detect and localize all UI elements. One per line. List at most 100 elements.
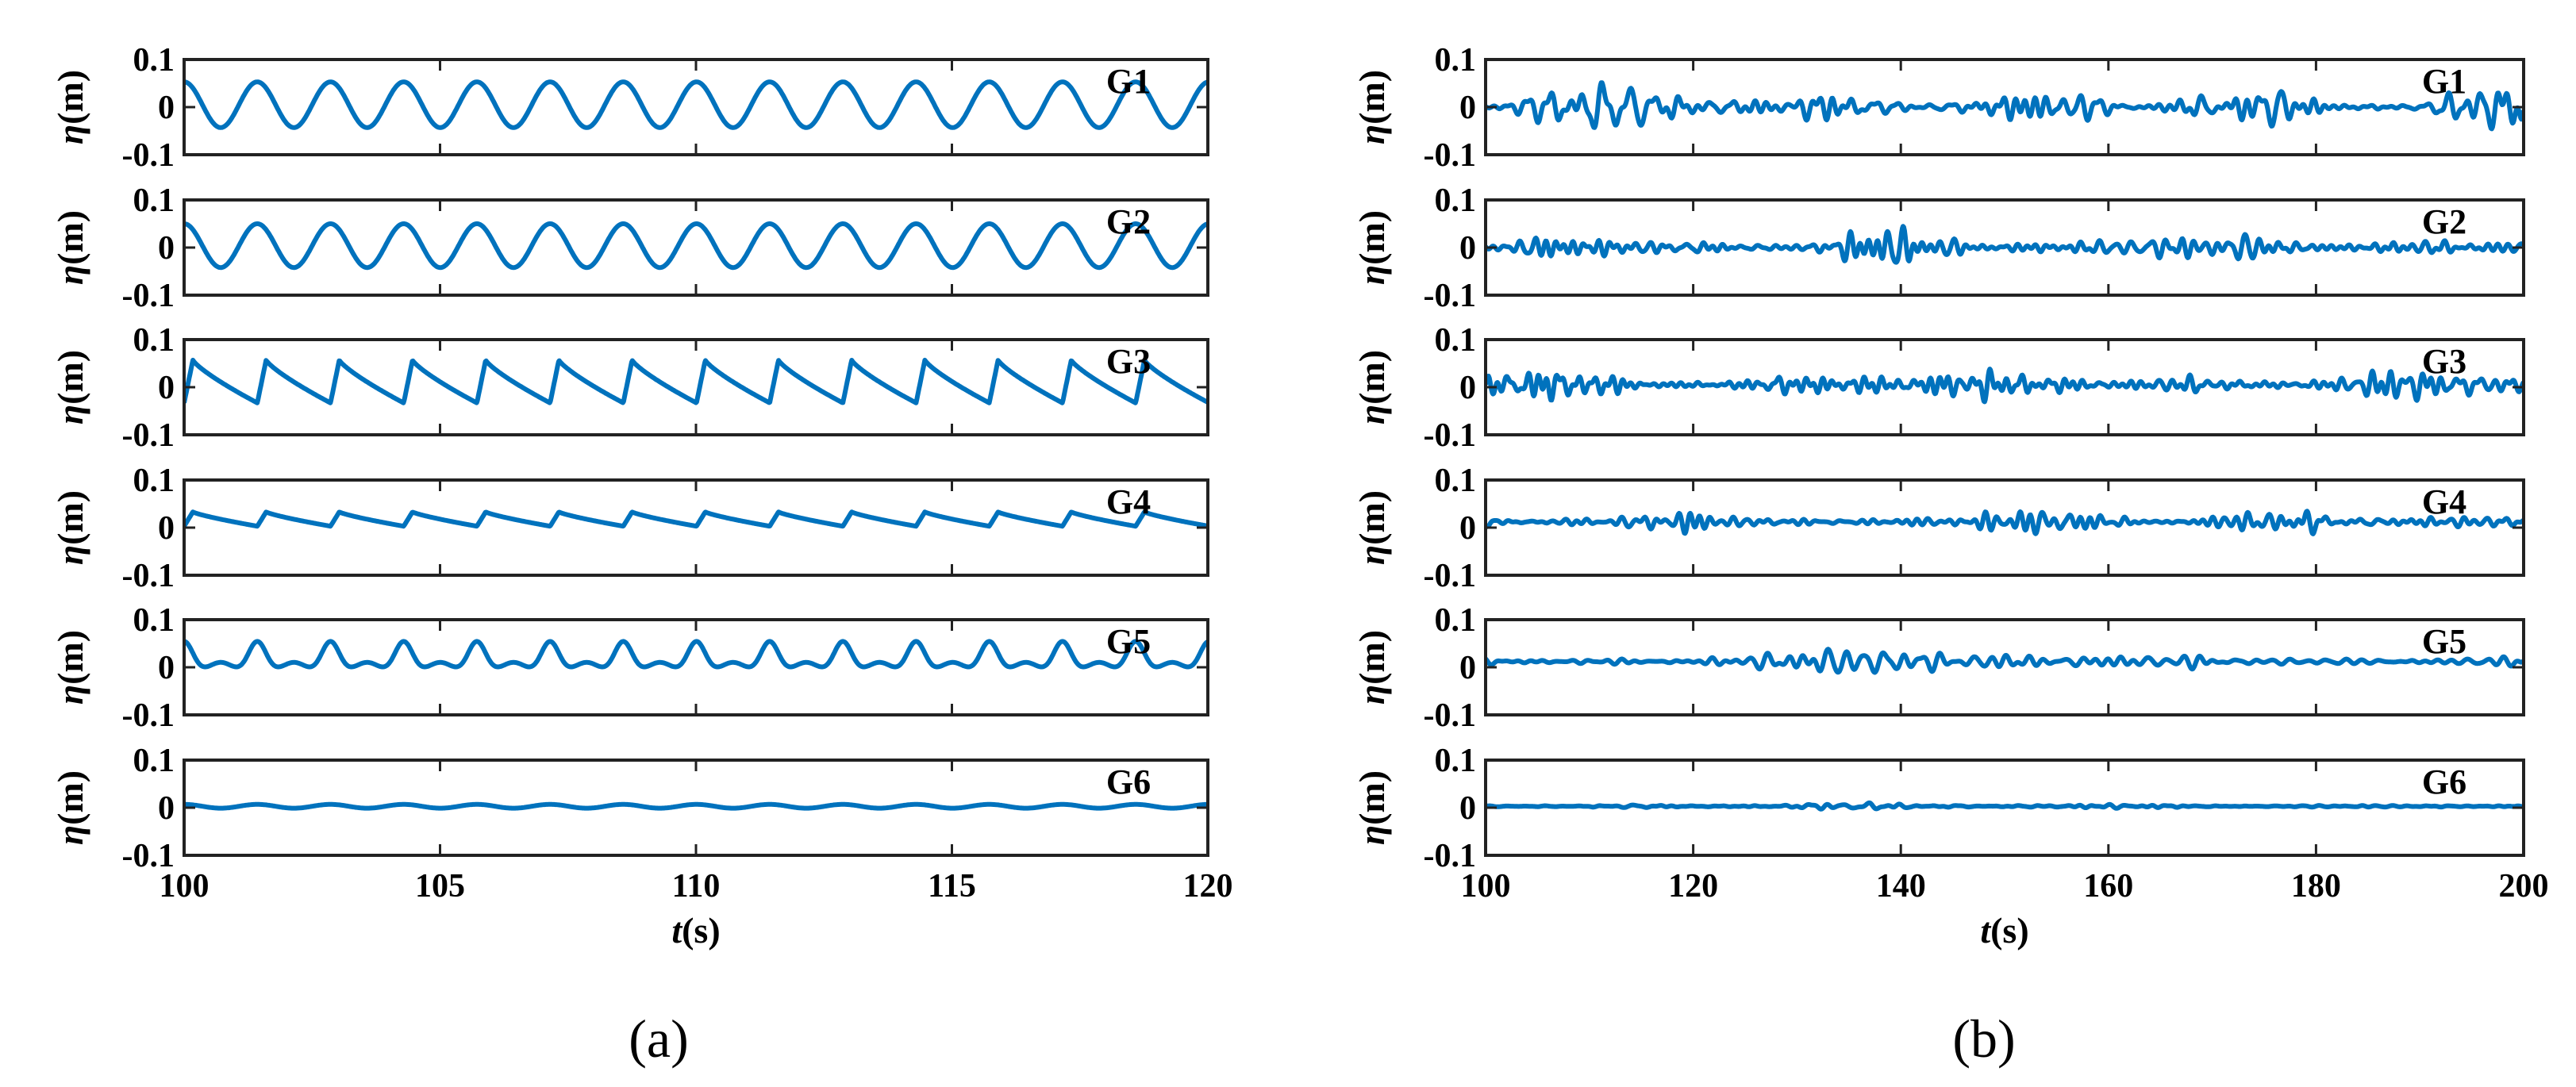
y-axis-label-unit: (m) [1351, 770, 1392, 825]
y-tick-label: -0.1 [122, 278, 175, 314]
y-axis-label: η(m) [1351, 70, 1392, 144]
y-tick-label: 0.1 [133, 322, 175, 359]
y-axis-label-unit: (m) [1351, 70, 1392, 125]
subplot-a-g2: 0.1 0 -0.1 G2 η(m) [50, 182, 1209, 314]
subplot-a-g1: 0.1 0 -0.1 G1 η(m) [50, 42, 1209, 174]
x-tick-label: 120 [1183, 868, 1233, 905]
series-label-g6: G6 [2422, 762, 2466, 801]
y-axis-label-var: η [1351, 125, 1392, 144]
x-axis-label: t(s) [1980, 910, 2028, 951]
x-axis-label: t(s) [671, 910, 720, 951]
axes-box [183, 618, 1209, 716]
y-axis-label: η(m) [50, 70, 90, 144]
y-tick-label: 0.1 [1435, 463, 1477, 499]
series-label-g6: G6 [1106, 762, 1151, 801]
axes-box [1484, 618, 2525, 716]
y-tick-label: 0 [158, 650, 175, 686]
y-tick-label: 0 [158, 230, 175, 267]
series-line-g2 [1486, 224, 2524, 265]
y-axis-label-unit: (m) [1351, 210, 1392, 265]
x-tick-label: 120 [1668, 868, 1718, 905]
y-axis-label-unit: (m) [50, 630, 90, 685]
y-tick-label: -0.1 [1424, 417, 1477, 454]
y-tick-label: -0.1 [1424, 278, 1477, 314]
y-tick-label: -0.1 [122, 137, 175, 174]
x-axis-label-unit: (s) [1990, 910, 2029, 951]
series-label-g2: G2 [2422, 202, 2466, 241]
y-axis-label: η(m) [1351, 350, 1392, 424]
y-tick-label: 0 [1459, 790, 1476, 827]
y-axis-label: η(m) [50, 210, 90, 285]
y-tick-label: 0.1 [1435, 743, 1477, 779]
y-tick-label: 0 [158, 370, 175, 406]
subplot-a-g3: 0.1 0 -0.1 G3 η(m) [50, 322, 1209, 454]
y-axis-label-unit: (m) [1351, 630, 1392, 685]
series-label-g5: G5 [2422, 622, 2466, 661]
y-axis-label: η(m) [50, 350, 90, 424]
y-tick-label: 0 [1459, 230, 1476, 267]
y-axis-label-var: η [1351, 825, 1392, 845]
series-label-g2: G2 [1106, 202, 1151, 241]
subplot-b-g3: 0.1 0 -0.1 G3 η(m) [1351, 322, 2525, 454]
y-axis-label-unit: (m) [50, 70, 90, 125]
panel-b: 0.10-0.1G1η(m)0.10-0.1G2η(m)0.10-0.1G3η(… [1351, 42, 2549, 1069]
panel-caption-b: (b) [1952, 1008, 2015, 1069]
y-axis-label-var: η [50, 825, 90, 845]
y-tick-label: 0.1 [133, 182, 175, 219]
y-tick-label: -0.1 [1424, 697, 1477, 734]
y-tick-label: -0.1 [122, 558, 175, 594]
y-axis-label: η(m) [1351, 210, 1392, 285]
y-axis-label-var: η [50, 545, 90, 565]
y-axis-label-unit: (m) [1351, 490, 1392, 545]
y-axis-label-unit: (m) [50, 210, 90, 265]
y-axis-label-var: η [1351, 405, 1392, 424]
series-label-g4: G4 [2422, 482, 2466, 521]
series-label-g5: G5 [1106, 622, 1151, 661]
series-line-g3 [184, 357, 1208, 405]
x-tick-label: 100 [160, 868, 210, 905]
y-tick-label: -0.1 [122, 697, 175, 734]
x-tick-label: 105 [415, 868, 465, 905]
y-axis-label: η(m) [1351, 770, 1392, 845]
series-line-g4 [1486, 509, 2524, 536]
series-label-g3: G3 [1106, 342, 1151, 381]
subplot-b-g4: 0.1 0 -0.1 G4 η(m) [1351, 463, 2525, 594]
x-axis-label-var: t [1980, 910, 1991, 951]
y-tick-label: 0 [1459, 90, 1476, 126]
y-axis-label: η(m) [50, 770, 90, 845]
subplot-b-g2: 0.1 0 -0.1 G2 η(m) [1351, 182, 2525, 314]
series-line-g1 [184, 79, 1208, 130]
x-tick-label: 100 [1461, 868, 1511, 905]
y-tick-label: -0.1 [1424, 558, 1477, 594]
subplot-b-g1: 0.1 0 -0.1 G1 η(m) [1351, 42, 2525, 174]
x-tick-label: 180 [2291, 868, 2341, 905]
series-line-g4 [184, 509, 1208, 529]
axes-box [183, 759, 1209, 857]
panel-caption-a: (a) [629, 1008, 688, 1069]
y-axis-label-var: η [1351, 685, 1392, 705]
x-tick-label: 140 [1876, 868, 1926, 905]
y-axis-label: η(m) [1351, 630, 1392, 705]
series-label-g4: G4 [1106, 482, 1151, 521]
y-tick-label: 0.1 [1435, 182, 1477, 219]
x-axis-label-var: t [671, 910, 682, 951]
series-label-g1: G1 [2422, 62, 2466, 101]
y-axis-label-var: η [50, 405, 90, 424]
y-tick-label: 0 [158, 90, 175, 126]
series-line-g6 [1486, 800, 2524, 812]
y-axis-label-unit: (m) [50, 770, 90, 825]
y-tick-label: 0 [1459, 510, 1476, 547]
series-line-g3 [1486, 367, 2524, 405]
y-axis-label: η(m) [1351, 490, 1392, 565]
y-axis-label-var: η [50, 125, 90, 144]
series-line-g5 [1486, 647, 2524, 675]
x-tick-label: 200 [2499, 868, 2549, 905]
y-tick-label: 0 [1459, 650, 1476, 686]
series-label-g3: G3 [2422, 342, 2466, 381]
subplot-b-g5: 0.1 0 -0.1 G5 η(m) [1351, 602, 2525, 734]
y-tick-label: 0.1 [1435, 602, 1477, 639]
x-tick-label: 110 [672, 868, 721, 905]
y-tick-label: 0.1 [1435, 42, 1477, 79]
y-tick-label: 0.1 [1435, 322, 1477, 359]
